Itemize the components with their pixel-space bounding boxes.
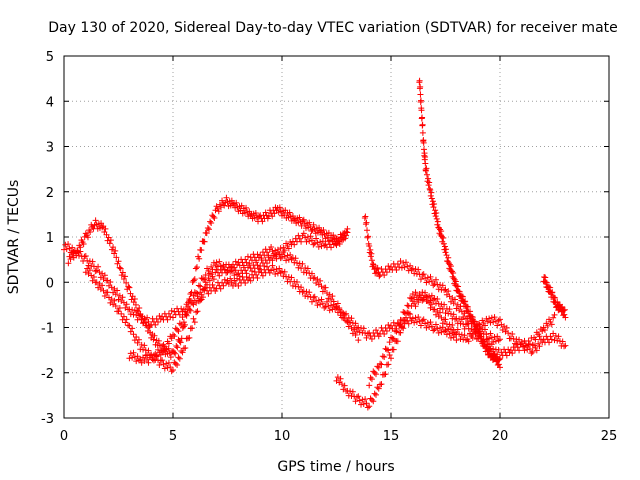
x-tick-label: 20: [492, 429, 509, 444]
y-tick-label: -2: [41, 367, 54, 382]
data-marks: [61, 77, 569, 411]
plot-frame: [63, 55, 610, 419]
series-trace-3: [82, 243, 362, 375]
data-point-marks: [361, 213, 503, 345]
series-trace-4: [126, 262, 460, 366]
series-trace-2: [65, 194, 351, 361]
x-tick-label: 0: [60, 429, 68, 444]
series-trace-7: [361, 213, 503, 345]
data-point-marks: [333, 289, 569, 411]
series-trace-9: [540, 274, 569, 321]
y-tick-label: 1: [46, 231, 54, 246]
y-tick-label: -3: [41, 412, 54, 427]
y-tick-label: 4: [46, 95, 54, 110]
x-axis-label: GPS time / hours: [277, 459, 394, 475]
series-trace-6: [333, 289, 569, 411]
x-tick-labels: 0 5 10 15 20 25: [60, 429, 617, 444]
data-point-marks: [366, 289, 558, 389]
y-axis-label: SDTVAR / TECUs: [6, 180, 22, 295]
data-point-marks: [82, 243, 362, 375]
chart-title: Day 130 of 2020, Sidereal Day-to-day VTE…: [48, 20, 618, 36]
y-tick-label: 0: [46, 276, 54, 291]
y-tick-label: -1: [41, 322, 54, 337]
y-tick-labels: -3 -2 -1 0 1 2 3 4 5: [41, 50, 54, 427]
x-tick-label: 25: [601, 429, 618, 444]
data-point-marks: [65, 194, 351, 361]
x-tick-label: 10: [274, 429, 291, 444]
y-tick-label: 3: [46, 141, 54, 156]
data-point-marks: [126, 262, 460, 366]
series-trace-8: [366, 289, 558, 389]
x-tick-label: 5: [169, 429, 177, 444]
y-tick-label: 2: [46, 186, 54, 201]
y-tick-label: 5: [46, 50, 54, 65]
data-point-marks: [540, 274, 569, 321]
x-tick-label: 15: [383, 429, 400, 444]
